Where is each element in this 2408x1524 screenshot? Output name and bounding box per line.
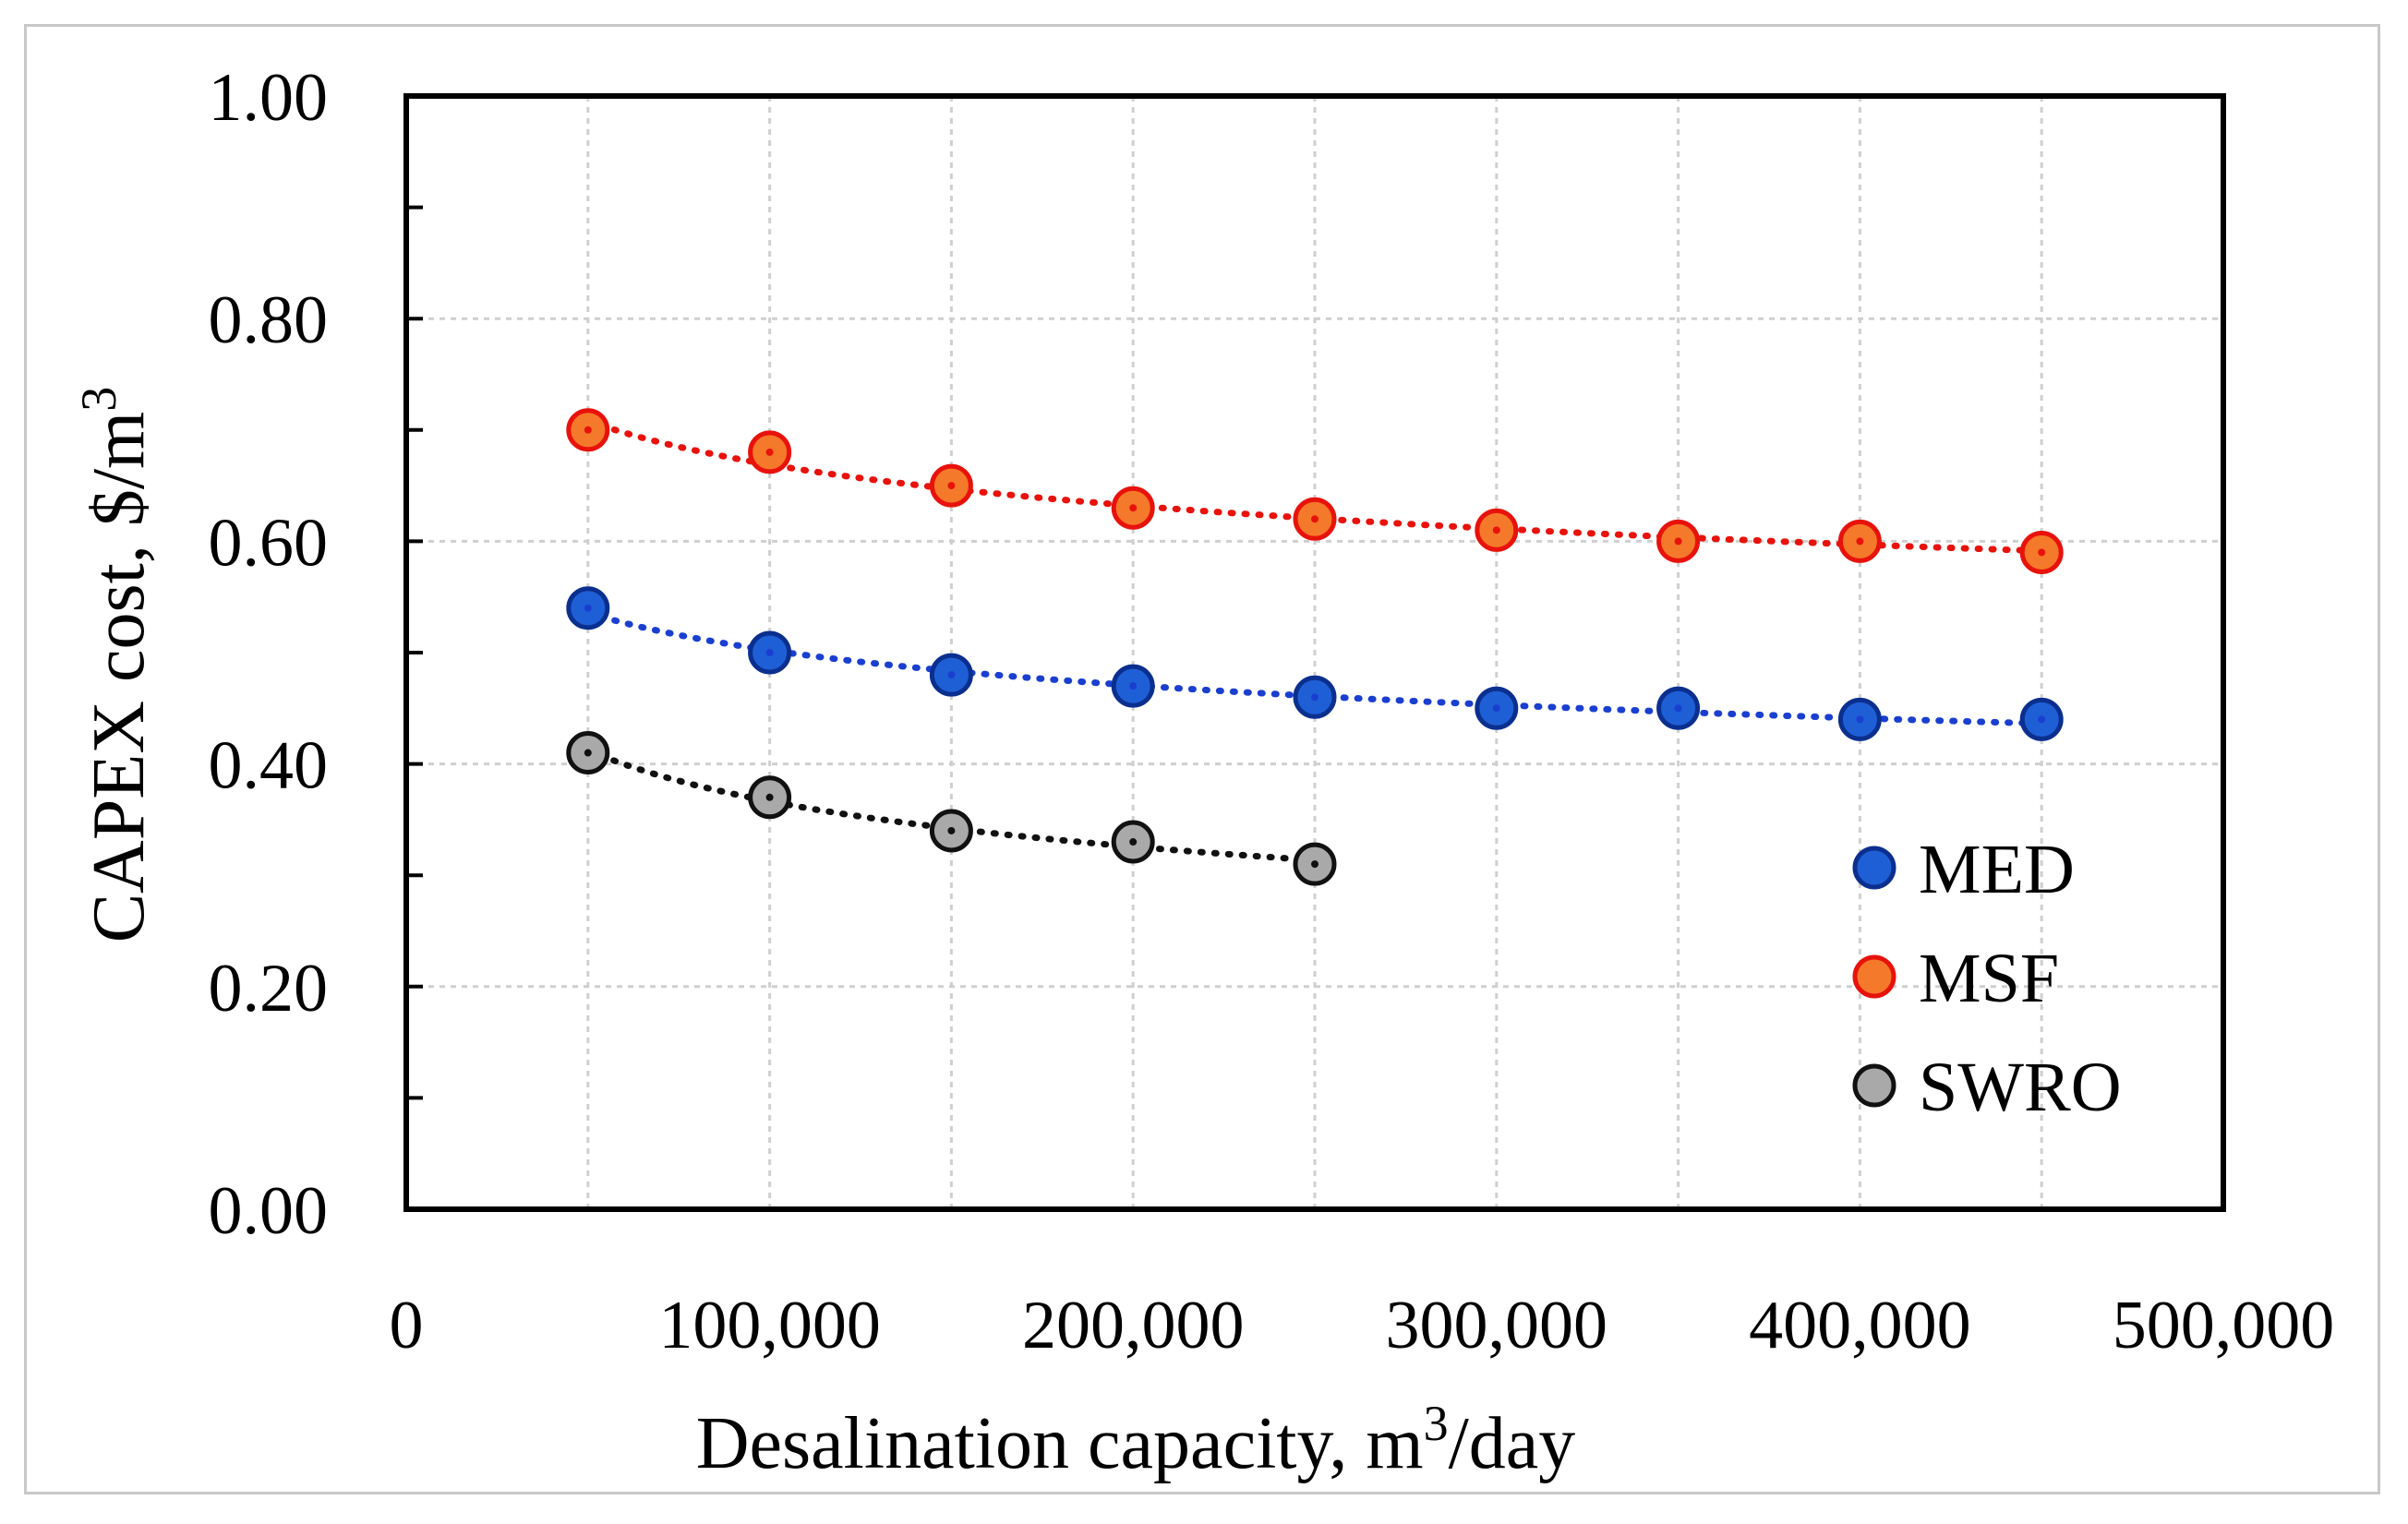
trend-dot-msf: [1674, 537, 1682, 546]
trend-dot-swro: [947, 826, 956, 834]
x-axis-title-suffix: /day: [1449, 1403, 1576, 1484]
y-tick-label: 0.60: [209, 505, 329, 581]
trend-dot-med: [1311, 693, 1318, 702]
y-axis-title-sup: 3: [71, 387, 126, 412]
trend-dot-msf: [947, 482, 956, 490]
legend-marker-swro: [1852, 1063, 1896, 1108]
trend-dot-med: [2038, 715, 2046, 724]
trend-dot-swro: [765, 793, 774, 801]
y-tick-label: 0.80: [209, 282, 329, 358]
trend-dot-med: [1674, 704, 1682, 713]
y-axis-title-text: CAPEX cost, $/m: [78, 412, 160, 943]
trend-dot-msf: [584, 426, 592, 434]
x-tick-label: 500,000: [2113, 1288, 2335, 1363]
trend-dot-msf: [1129, 504, 1138, 512]
y-axis-tick-labels: 0.00 0.20 0.40 0.60 0.80 1.00: [209, 60, 329, 1249]
x-axis-title-sup: 3: [1424, 1396, 1449, 1451]
grid: [406, 96, 2223, 1209]
trend-dot-swro: [1129, 838, 1138, 846]
data-points: [566, 408, 2064, 886]
trend-dot-med: [947, 671, 956, 679]
x-axis-title-text: Desalination capacity, m: [696, 1403, 1424, 1484]
trend-dot-med: [765, 649, 774, 656]
y-tick-label: 0.40: [209, 728, 329, 804]
trend-dot-msf: [1492, 526, 1500, 534]
x-tick-label: 400,000: [1749, 1288, 1971, 1363]
y-axis-title: CAPEX cost, $/m3: [71, 387, 160, 943]
x-tick-label: 300,000: [1386, 1288, 1608, 1363]
trend-dot-med: [1856, 715, 1864, 724]
trend-dot-swro: [584, 749, 592, 757]
x-axis-tick-labels: 0 100,000 200,000 300,000 400,000 500,000: [390, 1288, 2335, 1363]
trend-dot-msf: [765, 448, 774, 456]
chart-frame: [24, 24, 2380, 1494]
x-tick-label: 0: [390, 1288, 424, 1363]
x-tick-label: 200,000: [1022, 1288, 1245, 1363]
trend-dot-med: [1129, 682, 1138, 690]
y-tick-label: 0.20: [209, 951, 329, 1026]
trend-dot-med: [1492, 704, 1500, 713]
trend-dot-msf: [1311, 515, 1318, 523]
trend-dot-med: [584, 604, 592, 612]
x-tick-label: 100,000: [658, 1288, 881, 1363]
legend-label-msf: MSF: [1919, 940, 2059, 1017]
trend-dot-msf: [1856, 537, 1864, 546]
trend-dot-swro: [1311, 860, 1318, 869]
axis-ticks: [406, 94, 423, 1211]
legend-label-med: MED: [1919, 831, 2075, 908]
y-tick-label: 1.00: [209, 60, 329, 136]
x-axis-title: Desalination capacity, m3/day: [696, 1396, 1576, 1484]
legend-marker-med: [1852, 846, 1896, 890]
trend-dot-msf: [2038, 548, 2046, 557]
legend-label-swro: SWRO: [1919, 1049, 2122, 1126]
legend-marker-msf: [1852, 954, 1896, 999]
y-tick-label: 0.00: [209, 1173, 329, 1249]
legend: MED MSF SWRO: [1852, 831, 2122, 1126]
